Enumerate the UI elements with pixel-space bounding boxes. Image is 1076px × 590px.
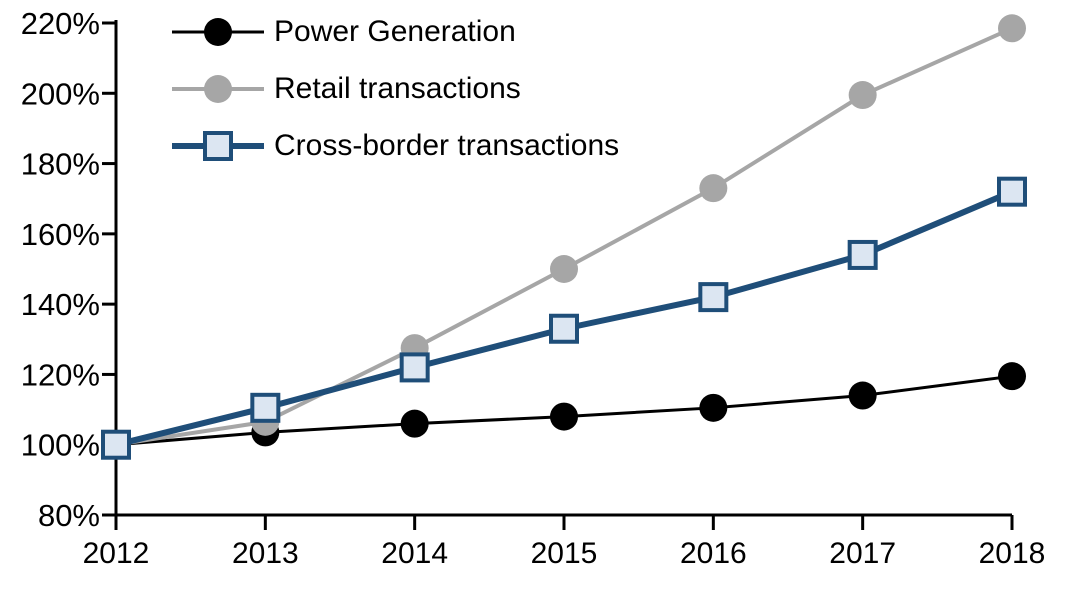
data-point-cross-border-transactions-2016 (698, 282, 729, 313)
x-axis-label: 2017 (829, 537, 896, 570)
legend-item-retail-transactions: Retail transactions (172, 60, 619, 117)
y-axis-label: 120% (21, 357, 100, 392)
data-point-cross-border-transactions-2012 (101, 429, 131, 460)
series-cross-border-transactions (101, 176, 1027, 460)
series-power-generation (102, 362, 1026, 459)
legend: Power Generation Retail transactions Cro… (172, 3, 619, 174)
data-point-cross-border-transactions-2014 (399, 352, 430, 383)
circle-marker-icon (204, 74, 232, 103)
x-axis-label: 2013 (232, 537, 299, 570)
legend-swatch-power-generation (172, 15, 264, 49)
y-axis-label: 80% (38, 498, 100, 533)
x-axis-label: 2016 (680, 537, 747, 570)
data-point-retail-transactions-2015 (550, 255, 578, 283)
x-axis-label: 2015 (531, 537, 598, 570)
y-axis-label: 140% (21, 287, 100, 322)
square-marker-icon (203, 130, 233, 161)
y-axis-label: 220% (21, 6, 100, 41)
data-point-retail-transactions-2016 (699, 174, 728, 203)
data-point-power-generation-2018 (998, 362, 1026, 391)
legend-label: Power Generation (274, 14, 516, 48)
data-point-power-generation-2017 (848, 381, 877, 410)
data-point-retail-transactions-2017 (848, 81, 877, 110)
data-point-power-generation-2014 (400, 409, 429, 438)
legend-label: Retail transactions (274, 71, 521, 105)
y-axis-label: 160% (21, 217, 100, 252)
x-axis-label: 2018 (979, 537, 1046, 570)
data-point-cross-border-transactions-2017 (847, 239, 878, 270)
legend-item-cross-border-transactions: Cross-border transactions (172, 117, 619, 174)
data-point-power-generation-2015 (550, 402, 578, 431)
data-point-cross-border-transactions-2018 (997, 176, 1027, 207)
x-axis-label: 2012 (83, 537, 150, 570)
data-point-retail-transactions-2018 (998, 14, 1026, 43)
y-axis-label: 100% (21, 428, 100, 463)
legend-label: Cross-border transactions (274, 128, 620, 162)
legend-swatch-retail-transactions (172, 72, 264, 106)
x-axis-label: 2014 (381, 537, 448, 570)
data-point-cross-border-transactions-2013 (250, 392, 281, 423)
legend-item-power-generation: Power Generation (172, 3, 619, 60)
legend-swatch-cross-border-transactions (172, 129, 264, 163)
circle-marker-icon (204, 17, 232, 46)
y-axis-label: 180% (21, 147, 100, 182)
axes: 80% 100% 120% 140% 160% 180% 200% 220% 2012 2013 2… (21, 6, 1046, 570)
data-point-power-generation-2016 (699, 393, 728, 422)
y-axis-label: 200% (21, 76, 100, 111)
data-point-cross-border-transactions-2015 (549, 313, 579, 344)
